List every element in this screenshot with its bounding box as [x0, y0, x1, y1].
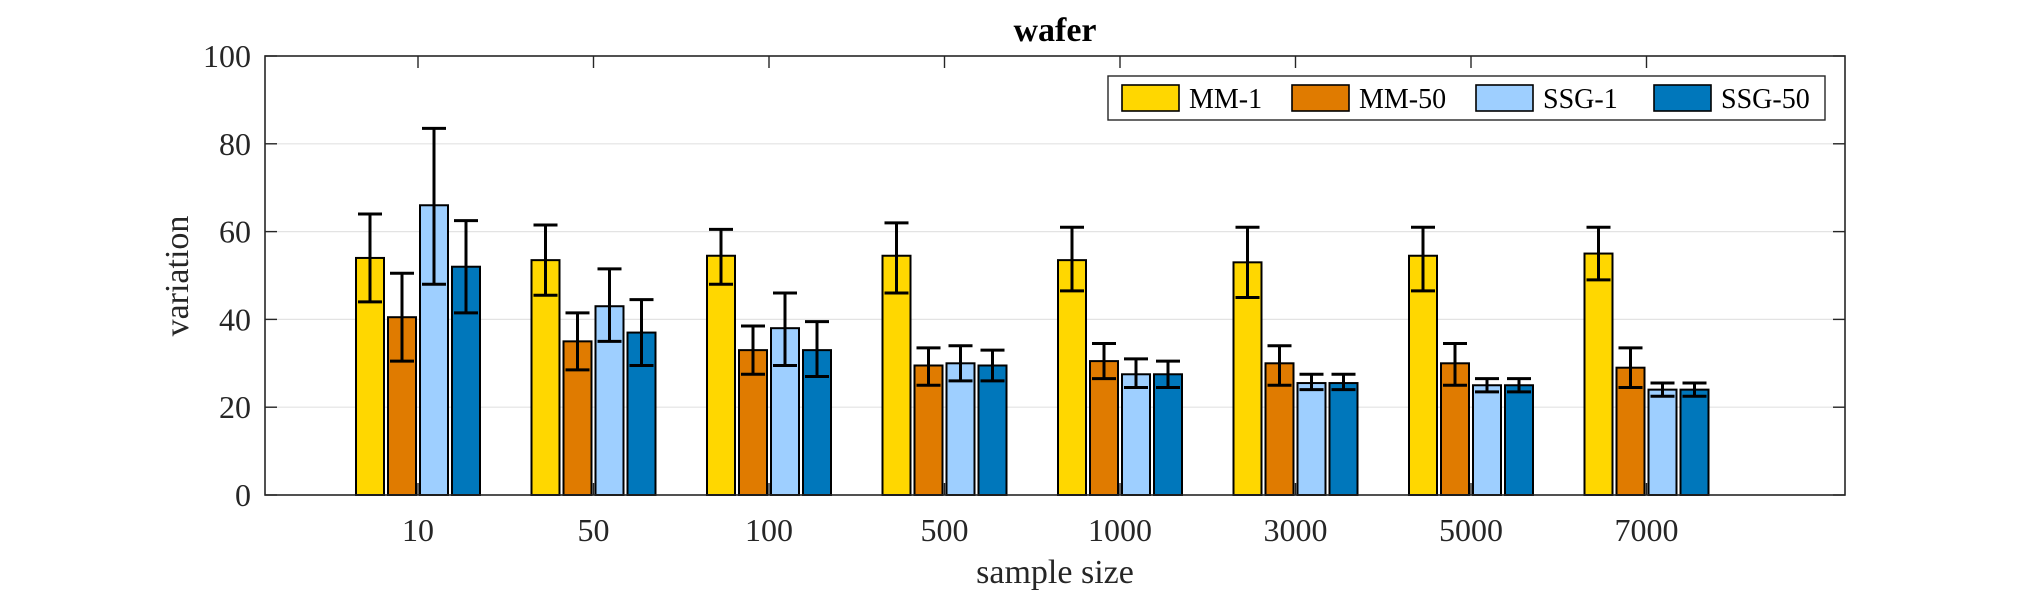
grid-lines	[265, 143, 1845, 408]
legend-label: SSG-1	[1543, 84, 1618, 115]
y-tick-label: 100	[203, 38, 251, 74]
bar	[1296, 382, 1327, 496]
bar-ssg-1-50	[594, 267, 625, 497]
bar	[1057, 259, 1087, 497]
bar-ssg-1-5000	[1472, 377, 1502, 496]
bar-mm-50-3000	[1264, 344, 1295, 496]
bar-mm-1-10	[355, 212, 385, 496]
bar-mm-50-100	[738, 324, 768, 496]
bar-mm-1-3000	[1232, 225, 1263, 496]
x-tick-label: 7000	[1615, 512, 1679, 548]
bar	[1089, 360, 1119, 497]
bar-ssg-50-7000	[1679, 381, 1710, 497]
bar-mm-50-10	[387, 271, 417, 496]
legend-label: SSG-50	[1721, 84, 1810, 115]
legend-item-ssg-50: SSG-50	[1653, 84, 1810, 115]
bar	[1472, 384, 1502, 496]
y-axis-label: variation	[159, 216, 196, 337]
bar-mm-50-500	[913, 346, 944, 496]
bars-group	[355, 126, 1710, 497]
bar-ssg-1-10	[419, 126, 449, 496]
bar-mm-1-100	[706, 227, 736, 496]
y-tick-label: 80	[219, 126, 251, 162]
bar-ssg-1-3000	[1296, 372, 1327, 496]
legend-item-mm-1: MM-1	[1121, 84, 1262, 115]
y-tick-label: 40	[219, 301, 251, 337]
bar-mm-50-1000	[1089, 342, 1119, 497]
bar-mm-50-7000	[1615, 346, 1646, 496]
bar	[1583, 252, 1614, 496]
bar-mm-1-1000	[1057, 225, 1087, 497]
bar	[1328, 382, 1359, 496]
bar-ssg-50-500	[977, 348, 1008, 496]
bar	[1647, 388, 1678, 497]
bar	[530, 259, 561, 497]
bar-ssg-50-100	[802, 320, 832, 496]
y-tick-label: 60	[219, 214, 251, 250]
bar-ssg-50-5000	[1504, 377, 1534, 496]
legend-label: MM-1	[1189, 84, 1262, 115]
legend-swatch	[1475, 84, 1534, 112]
x-tick-label: 50	[578, 512, 610, 548]
legend-swatch	[1291, 84, 1350, 112]
chart-title: wafer	[1013, 12, 1096, 49]
x-tick-label: 3000	[1264, 512, 1328, 548]
x-tick-label: 1000	[1088, 512, 1152, 548]
bar-ssg-50-1000	[1153, 359, 1183, 496]
bar	[945, 362, 976, 496]
bar-mm-1-7000	[1583, 225, 1614, 496]
legend-item-ssg-1: SSG-1	[1475, 84, 1618, 115]
plot-area-frame	[264, 55, 1846, 496]
bar-mm-50-50	[562, 311, 593, 496]
bar	[1679, 388, 1710, 497]
legend-item-mm-50: MM-50	[1291, 84, 1446, 115]
x-axis-label: sample size	[976, 554, 1134, 591]
bar-mm-1-5000	[1408, 225, 1438, 496]
bar-mm-1-50	[530, 223, 561, 497]
legend-swatch	[1121, 84, 1180, 112]
bar	[1153, 373, 1183, 496]
legend: MM-1 MM-50 SSG-1 SSG-50	[1107, 75, 1826, 121]
bar	[1232, 261, 1263, 496]
x-tick-label: 100	[745, 512, 793, 548]
bar-mm-50-5000	[1440, 342, 1470, 496]
bar	[1121, 373, 1151, 496]
x-tick-label: 500	[921, 512, 969, 548]
bar-ssg-1-500	[945, 344, 976, 496]
legend-label: MM-50	[1359, 84, 1446, 115]
bar	[977, 364, 1008, 496]
legend-swatch	[1653, 84, 1712, 112]
bar-ssg-50-3000	[1328, 372, 1359, 496]
bar-ssg-1-7000	[1647, 381, 1678, 497]
bar-mm-1-500	[881, 221, 912, 496]
bar	[913, 364, 944, 496]
x-tick-label: 5000	[1439, 512, 1503, 548]
bar-ssg-1-1000	[1121, 357, 1151, 496]
bar-ssg-50-10	[451, 219, 481, 496]
x-tick-label: 10	[402, 512, 434, 548]
y-tick-label: 20	[219, 389, 251, 425]
bar-ssg-1-100	[770, 291, 800, 496]
bar	[1504, 384, 1534, 496]
y-tick-label: 0	[235, 477, 251, 513]
bar-ssg-50-50	[626, 298, 657, 496]
x-axis-ticks: 10 50 100 500 1000 3000 5000 7000	[402, 56, 1679, 548]
y-axis-ticks: 0 20 40 60 80 100	[203, 38, 1845, 513]
bar	[706, 254, 736, 496]
